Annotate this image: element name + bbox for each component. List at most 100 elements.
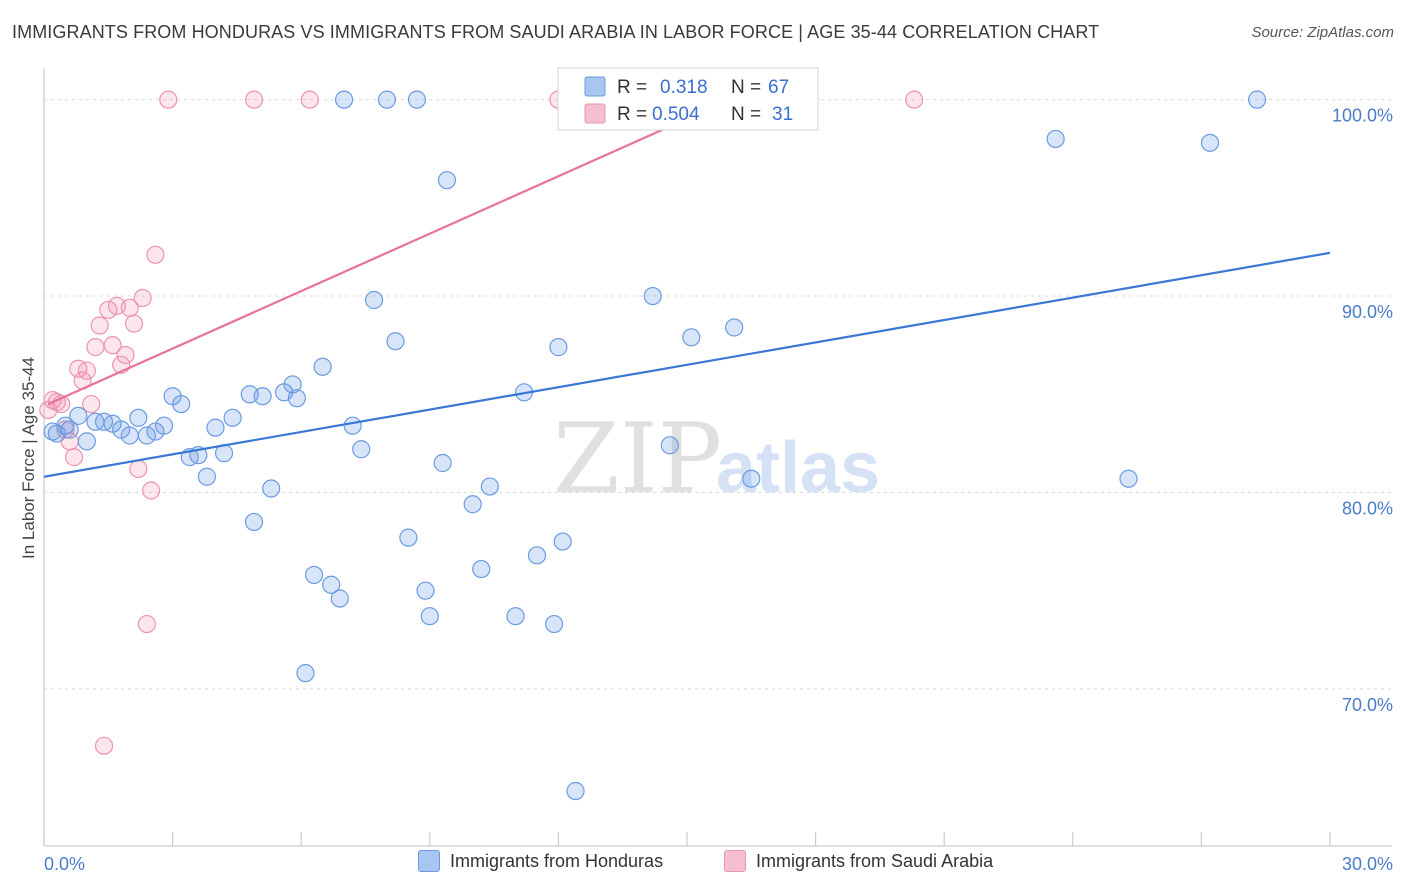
legend-n-label-1: N = <box>731 77 761 98</box>
honduras-point <box>566 781 585 801</box>
watermark-zip: ZIP <box>553 403 722 515</box>
legend-r-label-2: R = <box>617 104 647 125</box>
legend-r-label-1: R = <box>617 77 647 98</box>
honduras-point <box>545 614 564 634</box>
legend-item-honduras: Immigrants from Honduras <box>418 850 663 872</box>
honduras-point <box>304 565 324 585</box>
honduras-point <box>1119 469 1138 488</box>
legend-r-value-2: 0.504 <box>652 104 700 125</box>
y-axis-label: In Labor Force | Age 35-44 <box>19 357 38 559</box>
honduras-point <box>480 477 499 496</box>
honduras-point <box>416 581 435 600</box>
legend-swatch-saudi-arabia <box>724 850 746 872</box>
saudi-arabia-point <box>905 90 924 109</box>
saudi-arabia-point <box>300 90 319 109</box>
honduras-point <box>364 290 384 310</box>
honduras-point <box>313 357 332 376</box>
honduras-point <box>377 90 397 109</box>
saudi-arabia-point <box>124 314 144 333</box>
honduras-point <box>549 338 568 357</box>
honduras-point <box>420 607 439 626</box>
honduras-point <box>287 389 307 408</box>
series-saudi-arabia-points <box>39 90 924 755</box>
honduras-point <box>262 479 281 498</box>
saudi-arabia-point <box>90 316 109 335</box>
honduras-point <box>154 416 174 435</box>
honduras-point <box>386 332 405 351</box>
legend-n-value-1: 67 <box>768 77 789 98</box>
honduras-point <box>553 532 572 551</box>
honduras-point <box>330 589 349 608</box>
honduras-point <box>137 426 156 445</box>
y-tick-label: 90.0% <box>1342 302 1393 322</box>
honduras-point <box>343 416 362 435</box>
honduras-point <box>47 424 66 443</box>
saudi-arabia-point <box>116 345 135 365</box>
series-honduras-points <box>43 90 1267 801</box>
watermark-atlas: atlas <box>716 428 880 508</box>
x-tick-label: 30.0% <box>1342 854 1393 874</box>
trend-lines <box>43 98 1331 478</box>
stats-legend: R = 0.318 N = 67 R = 0.504 N = 31 <box>557 67 819 131</box>
honduras-point <box>643 286 662 306</box>
honduras-point <box>463 495 482 514</box>
honduras-point <box>296 664 315 683</box>
honduras-point <box>283 375 302 394</box>
saudi-arabia-point <box>77 361 96 380</box>
honduras-point <box>682 328 701 347</box>
watermark: ZIP atlas <box>553 403 880 515</box>
honduras-point <box>172 394 191 414</box>
honduras-point <box>506 607 525 626</box>
saudi-arabia-point <box>146 245 165 264</box>
saudi-arabia-point <box>142 481 161 500</box>
honduras-point <box>120 426 139 445</box>
y-tick-label: 100.0% <box>1332 106 1393 126</box>
saudi-arabia-point <box>99 300 118 319</box>
saudi-arabia-point <box>86 338 105 357</box>
honduras-point <box>1248 90 1267 109</box>
honduras-point <box>77 432 96 451</box>
honduras-point <box>1200 133 1220 152</box>
saudi-arabia-point <box>133 288 152 308</box>
honduras-point <box>1046 129 1065 149</box>
legend-n-label-2: N = <box>731 104 761 125</box>
saudi-arabia-point <box>94 736 114 755</box>
legend-n-value-2: 31 <box>772 104 793 125</box>
honduras-point <box>69 406 88 425</box>
honduras-point <box>206 418 225 437</box>
x-tick-labels: 0.0% 30.0% <box>44 854 1393 874</box>
saudi-arabia-point <box>82 394 101 414</box>
honduras-point <box>725 318 744 337</box>
honduras-point <box>197 467 216 486</box>
chart-title: IMMIGRANTS FROM HONDURAS VS IMMIGRANTS F… <box>12 22 1100 42</box>
legend-swatch-honduras <box>418 850 440 872</box>
axes <box>43 68 1392 847</box>
honduras-point <box>322 575 341 594</box>
honduras-point <box>660 436 679 455</box>
honduras-point <box>399 528 418 547</box>
honduras-point <box>129 408 148 427</box>
honduras-point <box>742 469 761 488</box>
saudi-arabia-point <box>159 90 178 109</box>
honduras-trend-line <box>43 251 1331 478</box>
legend-swatch-blue <box>584 76 606 97</box>
saudi-arabia-point <box>64 448 84 467</box>
legend-item-saudi-arabia: Immigrants from Saudi Arabia <box>724 850 993 872</box>
x-tick-marks <box>43 832 1331 846</box>
y-tick-label: 70.0% <box>1342 695 1393 715</box>
honduras-point <box>527 546 547 565</box>
saudi-arabia-point <box>103 336 122 355</box>
honduras-point <box>433 453 452 473</box>
legend-label-honduras: Immigrants from Honduras <box>450 850 664 871</box>
saudi-arabia-point <box>244 90 264 109</box>
x-tick-label: 0.0% <box>44 854 85 874</box>
legend-r-value-1: 0.318 <box>660 77 708 98</box>
honduras-point <box>407 90 427 109</box>
honduras-point <box>244 512 264 532</box>
honduras-point <box>437 171 457 190</box>
saudi-arabia-point <box>129 459 148 478</box>
honduras-point <box>223 408 242 427</box>
honduras-point <box>253 387 272 406</box>
honduras-point <box>352 440 371 459</box>
